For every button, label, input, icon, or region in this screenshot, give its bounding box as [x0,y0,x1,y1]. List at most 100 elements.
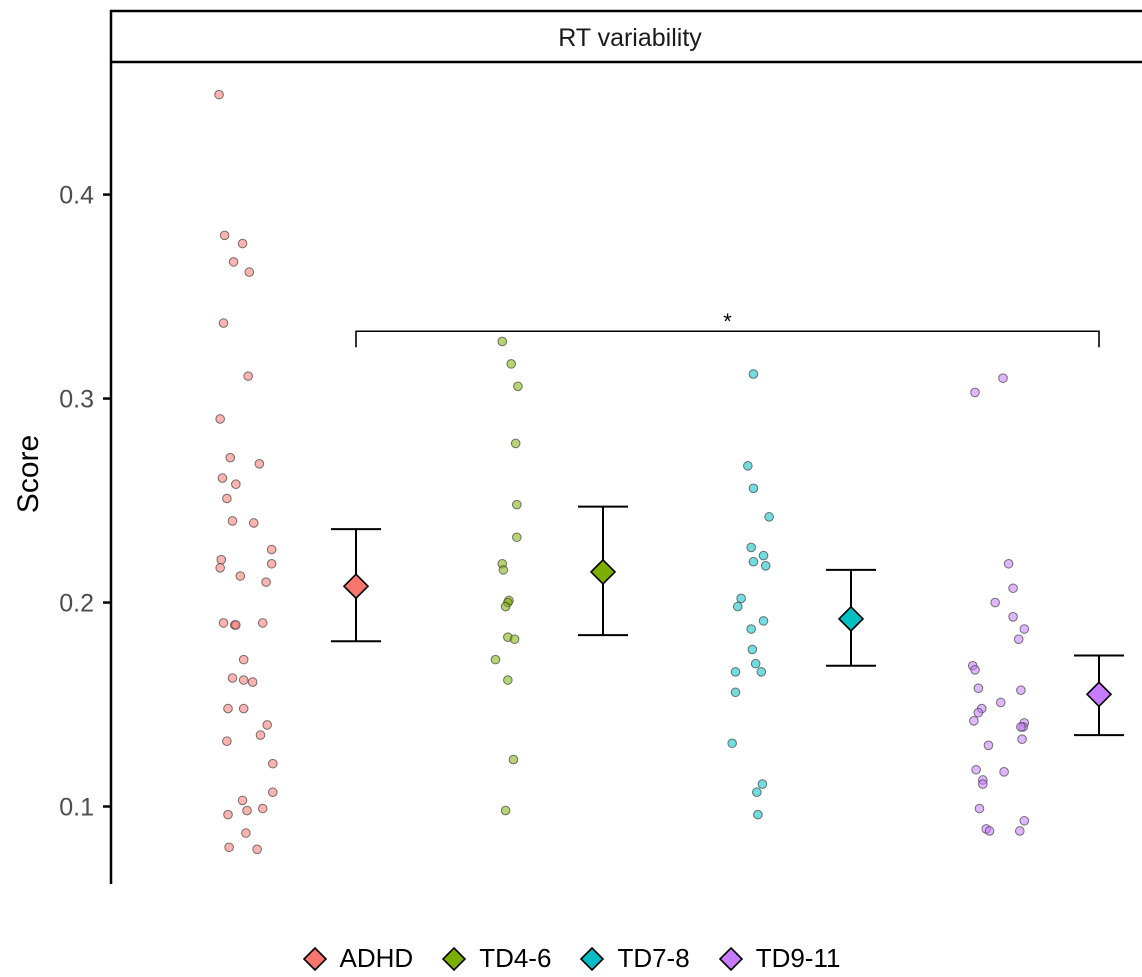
data-point [512,532,522,543]
data-point [736,593,746,604]
data-point [756,667,767,677]
data-point [218,618,229,628]
legend-item: TD7-8 [579,943,690,974]
data-points [214,89,1030,855]
data-point [969,716,979,726]
data-point [248,518,259,528]
data-point [999,767,1009,777]
data-point [748,483,759,494]
data-point [262,720,273,730]
legend-label: ADHD [339,943,414,973]
data-point [235,571,246,581]
data-point [512,499,522,510]
data-point [995,697,1006,708]
data-point [746,542,757,553]
data-point [758,616,769,626]
data-point [1008,583,1018,594]
data-point [252,844,262,855]
y-tick-label: 0.1 [59,793,94,821]
data-point [268,758,278,769]
data-point [753,809,763,820]
legend-item: TD4-6 [441,943,551,974]
data-point [228,257,239,267]
data-point [219,230,230,241]
data-point [238,675,249,685]
data-point [743,461,753,471]
data-point [217,473,228,483]
data-point [490,654,501,665]
data-point [257,803,268,814]
data-point [261,577,271,587]
legend-diamond-icon [302,946,327,971]
legend-label: TD7-8 [617,943,690,973]
data-point [222,736,232,747]
facet-strip [109,9,1142,64]
data-point [973,683,984,693]
data-point [983,740,994,751]
data-point [764,512,774,522]
data-point [747,644,758,655]
data-point [497,336,508,347]
significance-label: * [723,309,732,334]
data-point [222,493,232,504]
data-point [506,359,517,369]
legend: ADHD TD4-6 TD7-8 TD9-11 [0,940,1142,977]
data-point [218,318,229,328]
data-point [760,561,771,571]
significance-bracket [355,330,1100,348]
data-point [214,89,224,100]
data-point [732,601,743,612]
data-point [227,673,238,683]
data-point [748,556,759,567]
legend-diamond-icon [442,946,467,971]
data-point [974,803,985,814]
data-point [1003,558,1014,569]
data-point [1019,624,1030,634]
data-point [970,665,980,675]
data-point [1016,685,1026,696]
data-point [730,687,741,698]
data-point [509,634,520,645]
data-point [978,779,988,789]
data-point [1016,722,1026,732]
data-point [238,703,249,714]
data-point [973,707,984,718]
data-point [224,842,234,853]
legend-diamond-icon [580,946,605,971]
mean-marker [342,573,370,600]
legend-item: TD9-11 [718,943,841,974]
data-point [266,558,277,569]
data-point [500,601,511,612]
data-point [223,809,233,820]
data-point [746,624,757,634]
data-point [498,565,509,575]
data-point [268,787,278,798]
data-point [242,805,252,816]
data-point [503,675,513,685]
data-point [748,369,759,379]
data-point [241,828,251,838]
mean-marker [589,558,617,586]
data-point [215,414,225,424]
data-point [247,677,258,687]
data-point [990,597,1000,608]
data-point [970,387,980,398]
legend-label: TD9-11 [755,943,841,973]
legend-item: ADHD [302,943,414,974]
data-point [227,516,238,526]
data-point [508,754,519,765]
mean-marker [837,605,865,632]
data-point [237,795,248,806]
data-point [984,826,995,836]
data-point [223,703,233,714]
data-point [750,658,761,669]
data-point [243,371,253,381]
data-point [971,764,981,775]
facet-title: RT variability [558,24,702,52]
data-point [225,452,236,463]
y-tick-label: 0.4 [59,182,94,210]
mean-marker [1085,681,1113,708]
data-point [513,381,523,392]
legend-diamond-icon [718,946,743,971]
